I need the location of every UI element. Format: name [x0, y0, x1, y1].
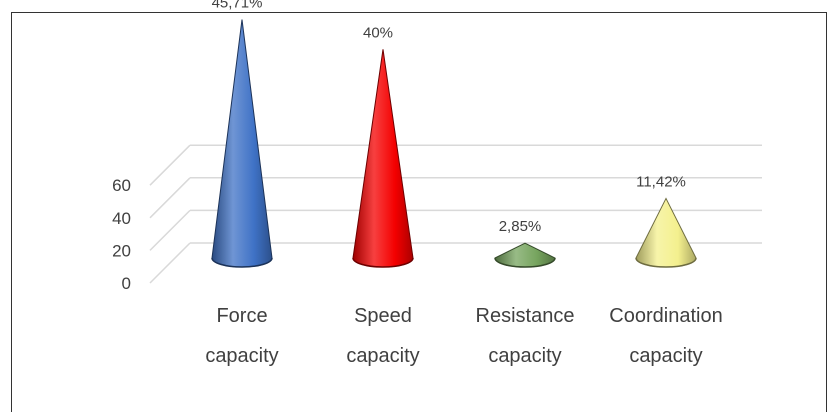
gridline-diagonal — [149, 242, 191, 284]
cone-coordination — [635, 197, 697, 268]
cone-force — [211, 19, 273, 268]
gridline-diagonal — [149, 144, 191, 186]
cone-base-edge — [494, 257, 556, 268]
category-label: Speed — [354, 305, 412, 327]
data-label: 45,71% — [212, 0, 263, 12]
gridline-diagonal — [149, 177, 191, 219]
cone-body — [635, 197, 697, 268]
cone-base-edge — [352, 257, 414, 268]
cone-body — [352, 49, 414, 268]
gridline-diagonal — [149, 209, 191, 251]
y-tick-label: 60 — [112, 176, 131, 195]
data-labels: 45,71% 40% 2,85% 11,42% — [212, 0, 686, 235]
cones — [211, 19, 697, 268]
category-label: Resistance — [476, 305, 575, 327]
category-label: capacity — [629, 345, 702, 367]
cone-body — [211, 19, 273, 268]
cone-body — [494, 242, 556, 268]
cone-base-edge — [211, 257, 273, 268]
data-label: 11,42% — [636, 173, 686, 190]
cone-resistance — [494, 242, 556, 268]
category-label: Coordination — [609, 305, 722, 327]
cone-base-edge — [635, 257, 697, 268]
y-tick-label: 0 — [122, 274, 131, 293]
category-label: capacity — [205, 345, 278, 367]
category-label: capacity — [488, 345, 561, 367]
cone-speed — [352, 49, 414, 268]
y-tick-label: 40 — [112, 209, 131, 228]
category-label: capacity — [346, 345, 419, 367]
y-tick-label: 20 — [112, 241, 131, 260]
y-axis-ticks: 0 20 40 60 — [112, 176, 131, 293]
data-label: 40% — [363, 24, 393, 41]
chart-frame — [11, 12, 827, 412]
data-label: 2,85% — [499, 218, 542, 235]
category-labels: Force capacity Speed capacity Resistance capa… — [205, 305, 722, 367]
category-label: Force — [216, 305, 267, 327]
